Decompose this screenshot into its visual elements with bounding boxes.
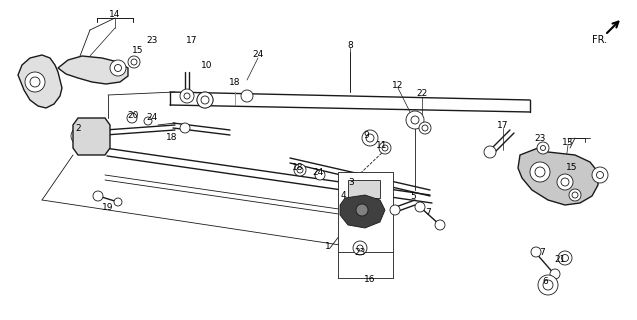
Circle shape (537, 142, 549, 154)
Text: 24: 24 (147, 113, 157, 122)
Circle shape (543, 280, 553, 290)
Bar (348, 180, 380, 198)
Circle shape (114, 198, 122, 206)
Circle shape (356, 204, 368, 216)
Text: 5: 5 (410, 191, 416, 201)
Text: 14: 14 (110, 10, 120, 19)
Circle shape (353, 241, 367, 255)
Circle shape (127, 113, 137, 123)
Circle shape (561, 254, 568, 261)
Circle shape (315, 170, 325, 180)
Circle shape (541, 146, 545, 150)
Circle shape (379, 142, 391, 154)
Text: 17: 17 (186, 36, 197, 44)
Circle shape (184, 93, 190, 99)
Polygon shape (18, 55, 62, 108)
Circle shape (596, 172, 603, 179)
Text: FR.: FR. (592, 35, 608, 45)
Text: 17: 17 (497, 121, 509, 130)
Circle shape (241, 90, 253, 102)
Circle shape (592, 167, 608, 183)
Text: 18: 18 (229, 77, 241, 86)
Circle shape (531, 247, 541, 257)
Text: 18: 18 (166, 132, 178, 141)
Circle shape (128, 56, 140, 68)
Text: 8: 8 (347, 41, 353, 50)
Text: 11: 11 (376, 140, 388, 149)
Text: 24: 24 (252, 50, 264, 59)
Circle shape (558, 251, 572, 265)
Circle shape (144, 117, 152, 125)
Text: 9: 9 (363, 131, 369, 140)
Circle shape (297, 167, 303, 173)
Polygon shape (58, 56, 128, 84)
Circle shape (419, 122, 431, 134)
Polygon shape (340, 195, 385, 228)
Text: 6: 6 (542, 277, 548, 286)
Text: 20: 20 (127, 110, 139, 119)
Circle shape (76, 132, 84, 140)
Text: 3: 3 (348, 178, 354, 187)
Circle shape (294, 164, 306, 176)
Text: 21: 21 (554, 255, 566, 265)
Circle shape (201, 96, 209, 104)
Circle shape (406, 111, 424, 129)
Text: 2: 2 (75, 124, 81, 132)
Circle shape (572, 192, 578, 198)
Circle shape (197, 92, 213, 108)
Circle shape (415, 202, 425, 212)
Text: 4: 4 (340, 190, 346, 199)
Circle shape (569, 189, 581, 201)
Text: 22: 22 (417, 89, 427, 98)
Circle shape (180, 123, 190, 133)
Text: 19: 19 (103, 203, 114, 212)
Circle shape (197, 92, 213, 108)
Text: 23: 23 (534, 133, 546, 142)
Text: 16: 16 (364, 276, 376, 284)
Circle shape (357, 245, 363, 251)
Text: 15: 15 (132, 45, 144, 54)
Circle shape (382, 145, 388, 151)
Circle shape (530, 162, 550, 182)
Text: 12: 12 (392, 81, 404, 90)
Circle shape (30, 77, 40, 87)
Circle shape (422, 125, 428, 131)
Text: 18: 18 (292, 163, 304, 172)
Circle shape (366, 134, 374, 142)
Circle shape (93, 191, 103, 201)
Circle shape (557, 174, 573, 190)
Circle shape (25, 72, 45, 92)
Polygon shape (73, 118, 110, 155)
Polygon shape (518, 148, 598, 205)
Circle shape (110, 60, 126, 76)
Text: 1: 1 (325, 242, 331, 251)
Text: 10: 10 (201, 60, 213, 69)
Text: 7: 7 (425, 207, 431, 217)
Text: 15: 15 (566, 163, 578, 172)
Circle shape (131, 59, 137, 65)
Text: 24: 24 (312, 167, 324, 177)
Bar (338, 172, 393, 252)
Circle shape (180, 89, 194, 103)
Text: 23: 23 (354, 247, 366, 257)
Circle shape (390, 205, 400, 215)
Text: 7: 7 (539, 247, 545, 257)
Text: 13: 13 (562, 138, 574, 147)
Circle shape (538, 275, 558, 295)
Circle shape (71, 127, 89, 145)
Circle shape (201, 96, 209, 104)
Circle shape (535, 167, 545, 177)
Circle shape (484, 146, 496, 158)
Text: 23: 23 (147, 36, 158, 44)
Circle shape (550, 269, 560, 279)
Circle shape (561, 178, 569, 186)
Circle shape (362, 130, 378, 146)
Circle shape (411, 116, 419, 124)
Circle shape (115, 65, 122, 71)
Circle shape (435, 220, 445, 230)
